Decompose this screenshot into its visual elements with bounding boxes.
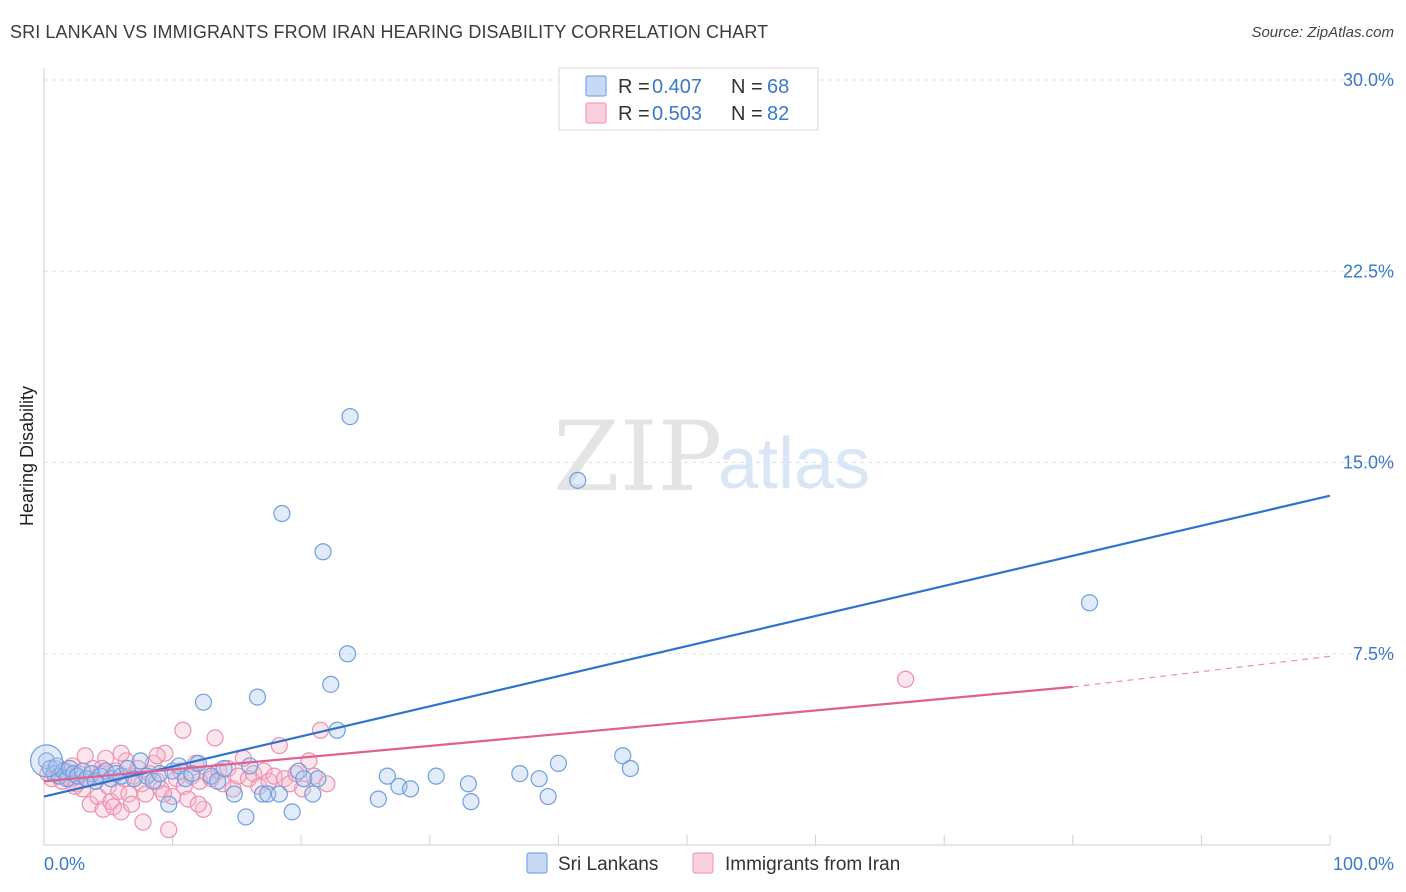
iran-point — [194, 800, 213, 818]
sri-lankan-point — [621, 759, 640, 778]
chart-title: SRI LANKAN VS IMMIGRANTS FROM IRAN HEARI… — [10, 22, 769, 42]
legend-n-label-1: N = — [731, 76, 763, 98]
y-tick-labels: 7.5% 15.0% 22.5% 30.0% — [1343, 70, 1394, 664]
iran-point — [189, 795, 207, 813]
legend-r-value-2: 0.503 — [652, 103, 702, 125]
legend-label-iran: Immigrants from Iran — [725, 854, 900, 875]
sri-lankan-point — [183, 764, 201, 783]
iran-point — [160, 821, 178, 839]
legend-n-label-2: N = — [731, 103, 763, 125]
watermark: ZIP atlas — [553, 401, 870, 513]
sri-lankan-point — [314, 543, 332, 561]
iran-point — [136, 785, 155, 803]
trend-line-iran-extrapolated — [1072, 655, 1331, 688]
sri-lankan-point — [369, 790, 387, 808]
sri-lankan-point — [530, 770, 548, 788]
sri-lankan-point — [225, 785, 243, 803]
legend-r-label-2: R = — [618, 103, 650, 125]
sri-lankan-point — [338, 645, 357, 663]
iran-point — [148, 747, 166, 765]
iran-point — [134, 813, 152, 831]
legend-n-value-1: 68 — [767, 76, 789, 98]
sri-lankan-point — [549, 754, 568, 773]
iran-point — [318, 775, 336, 793]
sri-lankan-point — [614, 747, 632, 765]
correlation-legend: R = 0.407 N = 68 R = 0.503 N = 82 — [558, 67, 819, 131]
iran-point — [120, 785, 138, 803]
iran-point — [174, 721, 192, 739]
sri-lankan-point — [215, 759, 233, 778]
iran-point — [206, 729, 224, 747]
y-axis-label: Hearing Disability — [17, 386, 37, 526]
sri-lankan-point — [569, 471, 587, 489]
sri-lankan-point — [273, 504, 291, 523]
sri-lankan-point — [1080, 594, 1099, 612]
grid-lines — [44, 79, 1394, 655]
iran-point — [179, 790, 197, 808]
iran-point — [154, 785, 173, 803]
legend-swatch-bottom-sri-lankans — [526, 852, 548, 874]
sri-lankan-point — [539, 787, 557, 806]
sri-lankan-point — [511, 764, 529, 783]
legend-swatch-bottom-iran — [692, 852, 714, 874]
sri-lankan-point — [304, 785, 322, 803]
sri-lankan-point — [254, 785, 272, 803]
iran-point — [97, 749, 115, 767]
x-tick-label-max: 100.0% — [1333, 854, 1394, 874]
y-tick-label: 7.5% — [1353, 644, 1394, 664]
sri-lankan-point — [459, 775, 477, 793]
iran-point — [897, 670, 915, 688]
legend-r-label-1: R = — [618, 76, 650, 98]
y-tick-label: 30.0% — [1343, 70, 1394, 90]
legend-n-value-2: 82 — [767, 103, 789, 125]
sri-lankan-point — [160, 795, 178, 813]
sri-lankan-point — [322, 675, 340, 693]
iran-point — [265, 767, 283, 785]
x-tick-label-min: 0.0% — [44, 854, 85, 874]
legend-swatch-iran — [585, 102, 607, 124]
x-ticks — [172, 835, 1331, 845]
sri-lankan-point — [462, 793, 480, 811]
legend-swatch-sri-lankans — [585, 75, 607, 97]
iran-point — [122, 795, 141, 813]
sri-lankan-point — [194, 693, 213, 711]
series-legend: Sri Lankans Immigrants from Iran — [526, 852, 900, 875]
sri-lankan-point-large — [29, 744, 64, 778]
trend-lines — [43, 494, 1331, 798]
sri-lankan-point — [283, 803, 301, 821]
sri-lankan-point — [378, 767, 396, 785]
source-label: Source: ZipAtlas.com — [1251, 24, 1394, 41]
iran-point — [112, 744, 130, 762]
sri-lankan-point — [341, 408, 359, 426]
sri-lankan-point — [189, 754, 207, 773]
trend-line-sri-lankans — [43, 494, 1331, 798]
sri-lankan-point — [401, 780, 420, 798]
watermark-atlas: atlas — [718, 424, 870, 504]
sri-lankan-point — [131, 752, 150, 770]
trend-line-iran — [43, 685, 1073, 783]
sri-lankan-point — [309, 770, 327, 788]
legend-label-sri-lankans: Sri Lankans — [558, 854, 658, 875]
sri-lankan-point — [270, 785, 288, 803]
watermark-zip: ZIP — [553, 401, 722, 513]
sri-lankan-point — [241, 757, 259, 775]
legend-r-value-1: 0.407 — [652, 76, 702, 98]
sri-lankan-point — [295, 770, 313, 788]
y-tick-label: 15.0% — [1343, 453, 1394, 473]
sri-lankan-point — [427, 767, 445, 785]
sri-lankan-point — [237, 808, 255, 826]
sri-lankan-point — [248, 688, 267, 706]
y-tick-label: 22.5% — [1343, 261, 1394, 281]
